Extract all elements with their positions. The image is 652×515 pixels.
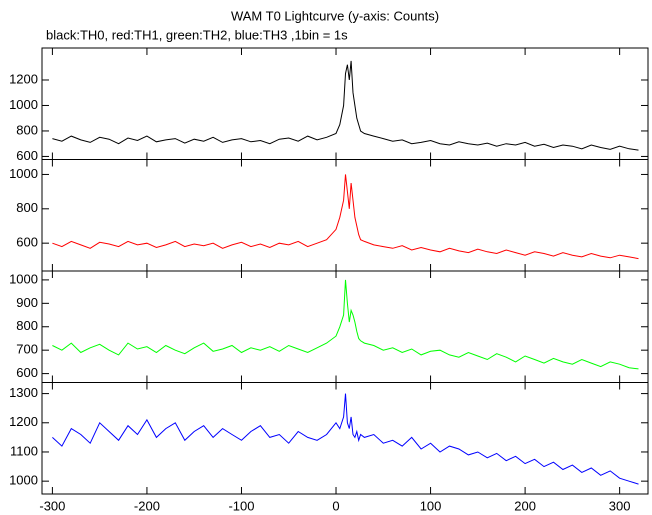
panel-frame <box>41 382 649 495</box>
y-tick-label: 700 <box>16 342 38 357</box>
y-tick-label: 1100 <box>10 443 38 458</box>
x-tick-label: -100 <box>228 498 254 513</box>
y-tick-label: 600 <box>16 148 38 163</box>
x-tick-label: 0 <box>332 498 339 513</box>
y-tick-label: 800 <box>16 200 38 215</box>
y-tick-label: 1000 <box>9 473 38 488</box>
y-tick-label: 600 <box>16 365 38 380</box>
light-curve <box>52 60 639 151</box>
chart-title: WAM T0 Lightcurve (y-axis: Counts) <box>231 8 439 23</box>
x-tick-label: 100 <box>420 498 442 513</box>
light-curve <box>52 279 639 370</box>
y-tick-label: 1000 <box>9 166 38 181</box>
chart-subtitle: black:TH0, red:TH1, green:TH2, blue:TH3 … <box>46 27 348 42</box>
light-curve <box>52 174 639 260</box>
panel-frame <box>41 47 649 160</box>
y-tick-label: 1200 <box>9 414 38 429</box>
y-tick-label: 1000 <box>9 97 38 112</box>
light-curve <box>52 393 639 485</box>
x-tick-label: 300 <box>609 498 631 513</box>
y-tick-label: 1000 <box>9 271 38 286</box>
y-tick-label: 800 <box>16 318 38 333</box>
y-tick-label: 1300 <box>9 385 38 400</box>
y-tick-label: 800 <box>16 122 38 137</box>
y-tick-label: 900 <box>16 295 38 310</box>
x-tick-label: -200 <box>134 498 160 513</box>
x-tick-label: 200 <box>514 498 536 513</box>
y-tick-label: 1200 <box>9 71 38 86</box>
y-tick-label: 600 <box>16 235 38 250</box>
x-tick-label: -300 <box>39 498 65 513</box>
